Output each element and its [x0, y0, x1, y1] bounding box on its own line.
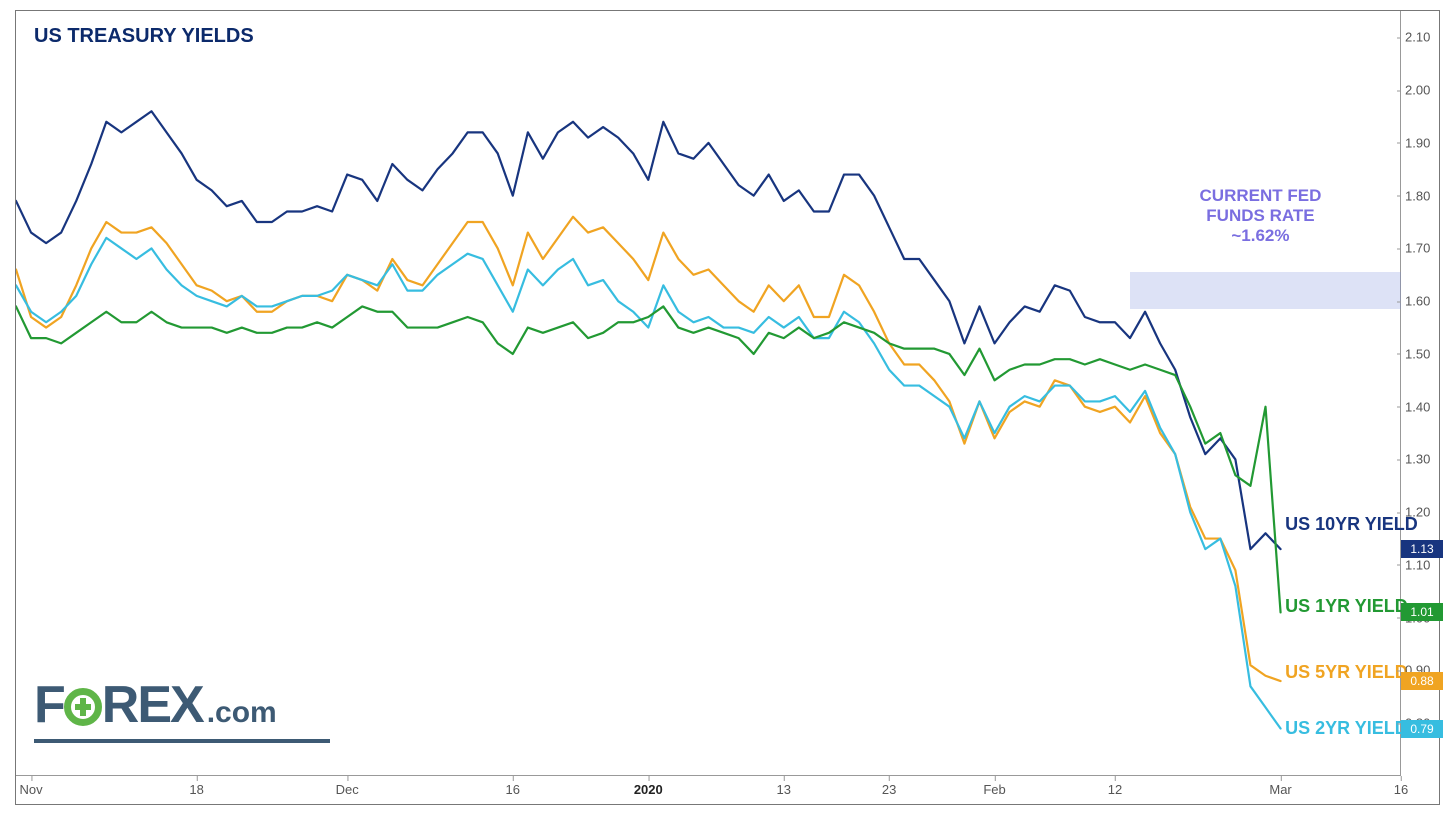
- series-label-us5yr: US 5YR YIELD: [1285, 662, 1408, 683]
- logo-o-icon: [64, 688, 102, 726]
- logo-dotcom: .com: [207, 696, 277, 730]
- y-tick: 1.50: [1401, 346, 1430, 361]
- series-label-us2yr: US 2YR YIELD: [1285, 718, 1408, 739]
- series-line-us5yr: [16, 217, 1281, 681]
- series-label-us10yr: US 10YR YIELD: [1285, 514, 1418, 535]
- x-axis: Nov18Dec1620201323Feb12Mar16: [16, 776, 1401, 806]
- y-tick: 1.70: [1401, 241, 1430, 256]
- plot-area: US TREASURY YIELDS CURRENT FEDFUNDS RATE…: [16, 11, 1401, 776]
- y-tick: 1.80: [1401, 188, 1430, 203]
- x-tick: 16: [1394, 782, 1408, 797]
- y-tick: 1.20: [1401, 505, 1430, 520]
- y-tick: 2.10: [1401, 30, 1430, 45]
- x-tick: 18: [189, 782, 203, 797]
- y-tick: 1.60: [1401, 294, 1430, 309]
- value-badge-us5yr: 0.88: [1401, 672, 1443, 690]
- forex-logo: F REX .com: [34, 675, 277, 735]
- x-tick: 13: [777, 782, 791, 797]
- chart-container: US TREASURY YIELDS CURRENT FEDFUNDS RATE…: [15, 10, 1440, 805]
- logo-rex: REX: [102, 675, 203, 735]
- value-badge-us2yr: 0.79: [1401, 720, 1443, 738]
- y-tick: 1.10: [1401, 557, 1430, 572]
- value-badge-us1yr: 1.01: [1401, 603, 1443, 621]
- series-line-us10yr: [16, 111, 1281, 549]
- x-tick: 16: [506, 782, 520, 797]
- x-tick: Dec: [336, 782, 359, 797]
- x-tick: 12: [1108, 782, 1122, 797]
- y-tick: 1.40: [1401, 399, 1430, 414]
- series-line-us2yr: [16, 238, 1281, 729]
- value-badge-us10yr: 1.13: [1401, 540, 1443, 558]
- x-tick: Feb: [983, 782, 1005, 797]
- y-tick: 2.00: [1401, 83, 1430, 98]
- logo-f: F: [34, 675, 64, 735]
- y-axis: 2.10 2.00 1.90 1.80 1.70 1.60 1.50 1.40 1.30 1.20…: [1401, 11, 1441, 776]
- y-tick: 1.30: [1401, 452, 1430, 467]
- series-svg: [16, 11, 1401, 776]
- x-tick: 23: [882, 782, 896, 797]
- series-line-us1yr: [16, 306, 1281, 612]
- x-tick: Mar: [1269, 782, 1291, 797]
- x-tick: Nov: [19, 782, 42, 797]
- x-tick: 2020: [634, 782, 663, 797]
- logo-underline: [34, 739, 330, 743]
- series-label-us1yr: US 1YR YIELD: [1285, 596, 1408, 617]
- y-tick: 1.90: [1401, 135, 1430, 150]
